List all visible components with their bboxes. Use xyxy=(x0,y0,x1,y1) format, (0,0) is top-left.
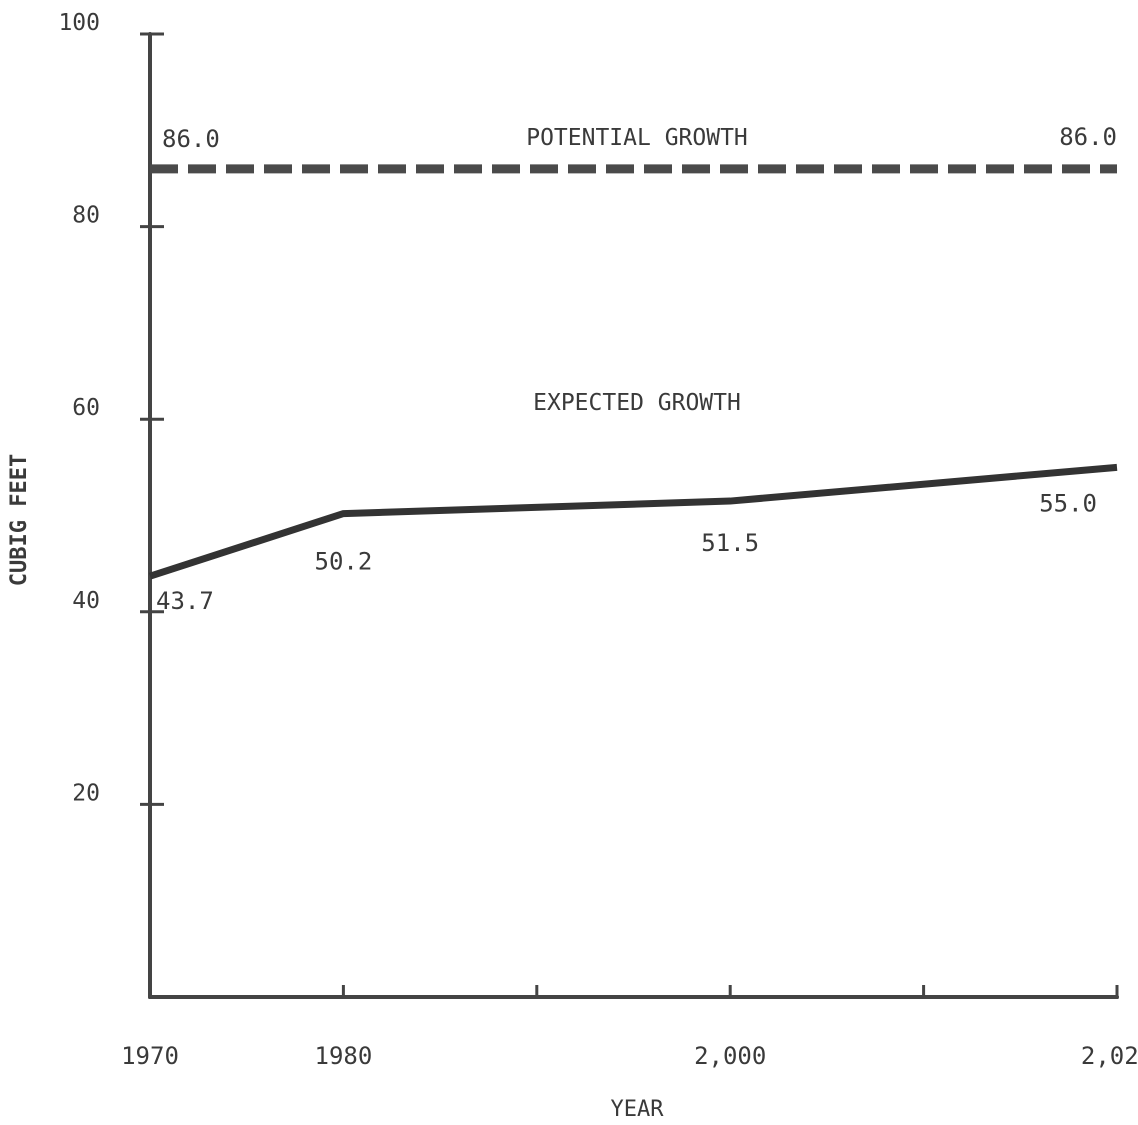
x-ticks: 1970 1980 2,000 2,020 xyxy=(121,985,1138,1070)
data-point-label: 86.0 xyxy=(1059,123,1117,151)
y-tick-label: 100 xyxy=(58,10,100,36)
x-tick-label: 2,000 xyxy=(694,1042,766,1070)
x-tick-label: 1980 xyxy=(315,1042,373,1070)
x-tick-label: 2,020 xyxy=(1081,1042,1138,1070)
y-ticks: 20 40 60 80 100 xyxy=(58,10,164,806)
series-name-label: POTENTIAL GROWTH xyxy=(526,125,748,151)
x-axis-title: YEAR xyxy=(611,1097,665,1122)
data-point-label: 43.7 xyxy=(156,587,214,615)
data-point-label: 50.2 xyxy=(315,548,373,576)
series-name-layer: POTENTIAL GROWTH EXPECTED GROWTH xyxy=(526,125,748,416)
y-tick-label: 80 xyxy=(72,203,100,229)
series-layer xyxy=(148,164,1118,580)
x-tick-label: 1970 xyxy=(121,1042,179,1070)
axes xyxy=(148,32,1119,999)
series-name-label: EXPECTED GROWTH xyxy=(533,390,741,416)
data-point-label: 55.0 xyxy=(1039,489,1097,517)
data-point-label: 86.0 xyxy=(162,125,220,153)
y-tick-label: 40 xyxy=(72,588,100,614)
y-axis-title: CUBIG FEET xyxy=(7,454,32,586)
y-tick-label: 60 xyxy=(72,395,100,421)
point-label-layer: 86.0 86.0 43.7 50.2 51.5 55.0 xyxy=(156,123,1117,615)
y-tick-label: 20 xyxy=(72,780,100,806)
data-point-label: 51.5 xyxy=(701,529,759,557)
expected-growth-line xyxy=(148,463,1118,580)
